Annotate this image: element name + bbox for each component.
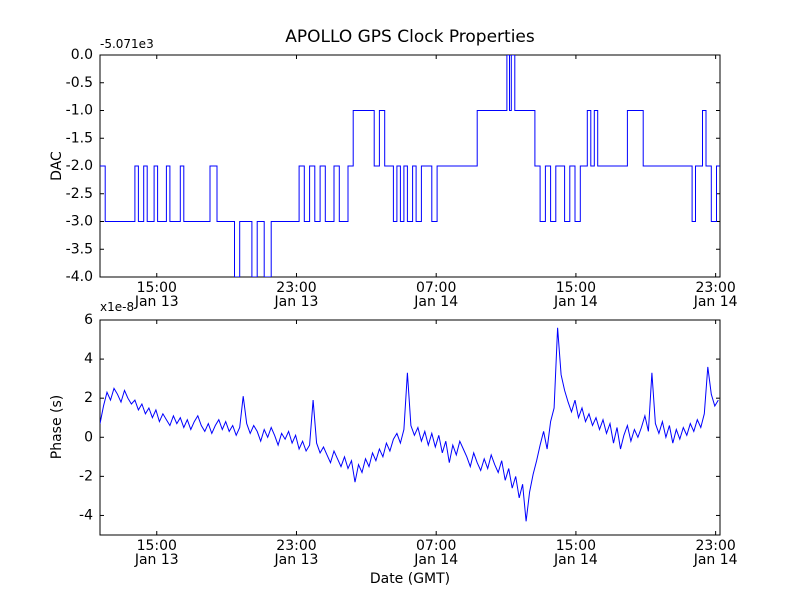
x-tick-label-date: Jan 13 bbox=[274, 552, 319, 568]
y-tick-label: -3.5 bbox=[66, 241, 93, 257]
x-tick-label-time: 07:00 bbox=[416, 538, 456, 554]
dac-series-line bbox=[100, 55, 720, 277]
x-tick-label-time: 23:00 bbox=[695, 280, 735, 296]
x-tick-label-time: 15:00 bbox=[556, 280, 596, 296]
y-tick-label: 0 bbox=[84, 429, 93, 445]
dac-y-axis-label: DAC bbox=[49, 151, 65, 181]
phase-axis-multiplier-label: x1e-8 bbox=[100, 300, 135, 314]
chart-title: APOLLO GPS Clock Properties bbox=[285, 27, 535, 47]
y-tick-label: -2.0 bbox=[66, 158, 93, 174]
x-tick-label-date: Jan 13 bbox=[134, 294, 179, 310]
y-tick-label: -3.0 bbox=[66, 214, 93, 230]
x-tick-label-date: Jan 14 bbox=[693, 294, 738, 310]
x-axis-label: Date (GMT) bbox=[369, 571, 451, 587]
y-tick-label: -1.0 bbox=[66, 103, 93, 119]
dac-axis-offset-label: -5.071e3 bbox=[100, 37, 154, 51]
phase-series-line bbox=[100, 327, 719, 522]
x-tick-label-time: 23:00 bbox=[276, 280, 316, 296]
x-tick-label-date: Jan 14 bbox=[413, 552, 458, 568]
y-tick-label: -2.5 bbox=[66, 186, 93, 202]
x-tick-label-date: Jan 14 bbox=[553, 552, 598, 568]
x-tick-label-time: 15:00 bbox=[137, 280, 177, 296]
x-tick-label-time: 23:00 bbox=[695, 538, 735, 554]
axes-frame bbox=[99, 319, 721, 536]
x-tick-label-date: Jan 14 bbox=[413, 294, 458, 310]
y-tick-label: 4 bbox=[84, 351, 93, 367]
y-tick-label: -0.5 bbox=[66, 75, 93, 91]
y-tick-label: 2 bbox=[84, 390, 93, 406]
x-tick-label-time: 15:00 bbox=[556, 538, 596, 554]
y-tick-label: -1.5 bbox=[66, 130, 93, 146]
y-tick-label: 6 bbox=[84, 312, 93, 328]
x-tick-label-date: Jan 14 bbox=[693, 552, 738, 568]
y-tick-label: -4 bbox=[79, 507, 93, 523]
x-tick-label-time: 15:00 bbox=[137, 538, 177, 554]
y-tick-label: 0.0 bbox=[71, 47, 93, 63]
x-tick-label-date: Jan 13 bbox=[134, 552, 179, 568]
x-tick-label-time: 07:00 bbox=[416, 280, 456, 296]
phase-y-axis-label: Phase (s) bbox=[49, 394, 65, 460]
x-tick-label-time: 23:00 bbox=[276, 538, 316, 554]
y-tick-label: -2 bbox=[79, 468, 93, 484]
x-tick-label-date: Jan 14 bbox=[553, 294, 598, 310]
x-tick-label-date: Jan 13 bbox=[274, 294, 319, 310]
y-tick-label: -4.0 bbox=[66, 269, 93, 285]
